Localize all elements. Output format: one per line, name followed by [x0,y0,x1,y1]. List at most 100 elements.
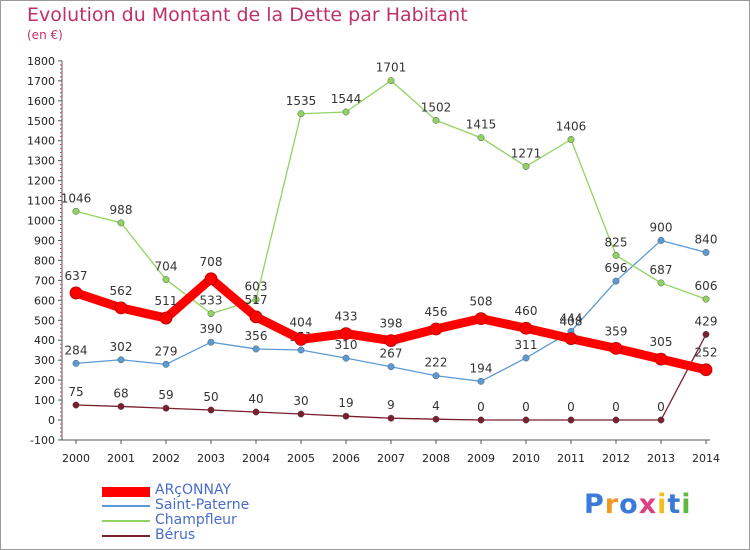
x-tick-label: 2007 [377,452,405,465]
data-point [612,251,620,259]
data-label: 302 [110,340,133,354]
chart-title: Evolution du Montant de la Dette par Hab… [27,4,468,26]
data-label: 511 [155,294,178,308]
x-tick-label: 2003 [197,452,225,465]
logo-letter: t [667,489,682,520]
data-label: 988 [110,203,133,217]
data-point [207,310,215,318]
data-label: 390 [200,322,223,336]
x-tick-label: 2005 [287,452,315,465]
data-point [567,136,575,143]
data-point [207,338,215,346]
data-point [207,406,215,414]
data-point [522,354,530,362]
data-label: 508 [470,295,493,309]
y-tick-label: 500 [34,314,55,327]
data-label: 840 [695,232,718,246]
data-label: 433 [335,310,358,324]
data-point [342,412,350,420]
data-label: 50 [203,390,218,404]
data-label: 0 [522,400,530,414]
data-point [387,414,395,422]
data-point [252,296,260,304]
data-point [699,363,713,377]
data-point [162,360,170,368]
data-point [702,248,710,256]
data-label: 0 [477,400,485,414]
data-point [522,162,530,170]
x-tick-label: 2000 [62,452,90,465]
data-point [117,356,125,364]
x-tick-label: 2011 [557,452,585,465]
x-tick-label: 2001 [107,452,135,465]
data-label: 1544 [331,92,362,106]
data-point [474,312,488,326]
legend-swatch [102,520,150,522]
y-tick-label: 1400 [27,135,55,148]
x-tick-label: 2010 [512,452,540,465]
y-tick-label: 1600 [27,95,55,108]
legend-swatch [102,535,150,537]
x-tick-label: 2013 [647,452,675,465]
data-label: 0 [567,400,575,414]
data-point [249,310,263,324]
data-point [342,354,350,362]
data-label: 708 [200,255,223,269]
data-label: 279 [155,344,178,358]
data-label: 284 [65,343,88,357]
data-point [342,108,350,116]
x-tick-label: 2002 [152,452,180,465]
data-point [252,345,260,353]
data-label: 9 [387,398,395,412]
x-tick-label: 2006 [332,452,360,465]
data-point [69,286,83,300]
logo-letter: o [619,489,639,520]
data-label: 704 [155,260,178,274]
data-label: 825 [605,235,628,249]
data-point [117,402,125,410]
legend-label: ARçONNAY [155,482,232,498]
y-tick-label: 1300 [27,155,55,168]
logo-letter: x [638,489,658,520]
y-tick-label: 600 [34,294,55,307]
data-label: 606 [695,279,718,293]
logo-letter: P [584,489,605,520]
y-tick-label: 400 [34,334,55,347]
x-tick-label: 2012 [602,452,630,465]
data-label: 222 [425,356,448,370]
x-tick-label: 2014 [692,452,720,465]
data-point [159,311,173,325]
data-point [432,415,440,423]
data-label: 75 [68,385,83,399]
data-point [519,321,533,335]
data-label: 305 [650,335,673,349]
logo-letter: i [681,489,692,520]
data-label: 194 [470,361,493,375]
data-label: 1406 [556,120,587,134]
y-tick-label: 1800 [27,55,55,68]
data-label: 637 [65,269,88,283]
legend-label: Bérus [155,527,196,543]
data-point [657,416,665,424]
proxiti-logo: Proxiti [584,489,692,520]
data-point [297,110,305,118]
data-point [72,207,80,215]
data-label: 1046 [61,191,92,205]
series-line-2 [75,80,707,315]
data-point [522,416,530,424]
data-point [204,272,218,286]
data-label: 359 [605,324,628,338]
data-point [387,77,395,85]
data-point [432,116,440,124]
y-tick-label: 900 [34,234,55,247]
data-point [384,334,398,347]
y-tick-label: 700 [34,274,55,287]
data-point [432,372,440,380]
data-point [297,346,305,354]
data-label: 517 [245,293,268,307]
data-label: 1415 [466,118,497,132]
data-label: 456 [425,305,448,319]
y-tick-label: 1500 [27,115,55,128]
data-point [387,363,395,371]
